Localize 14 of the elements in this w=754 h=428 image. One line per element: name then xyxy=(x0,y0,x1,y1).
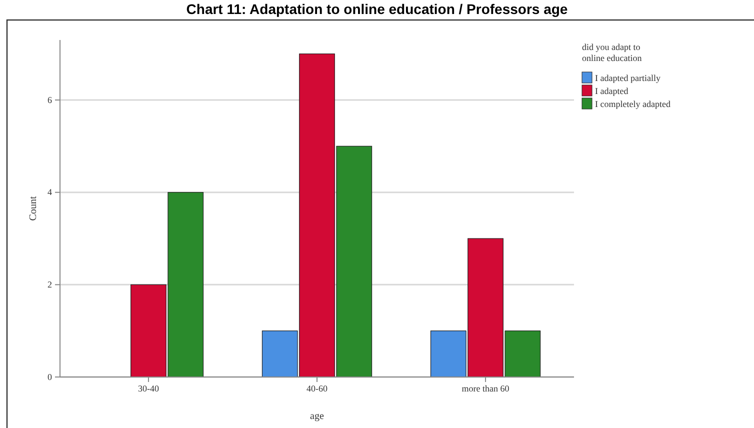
y-tick-label: 4 xyxy=(48,187,52,198)
legend-label: I adapted xyxy=(595,86,629,96)
legend-label: I completely adapted xyxy=(595,99,671,109)
x-tick-label: 30-40 xyxy=(138,383,160,394)
y-tick-label: 2 xyxy=(48,280,52,290)
legend-title: did you adapt to online education xyxy=(582,42,642,63)
legend-label: I adapted partially xyxy=(595,73,661,83)
chart-title: Chart 11: Adaptation to online education / Professors age xyxy=(186,1,568,17)
x-tick-label: more than 60 xyxy=(462,383,510,394)
y-axis-title: Count xyxy=(28,196,39,221)
x-tick-label: 40-60 xyxy=(306,383,328,394)
y-tick-label: 6 xyxy=(48,94,52,105)
x-axis-title: age xyxy=(310,411,324,422)
y-tick-label: 0 xyxy=(48,372,52,382)
